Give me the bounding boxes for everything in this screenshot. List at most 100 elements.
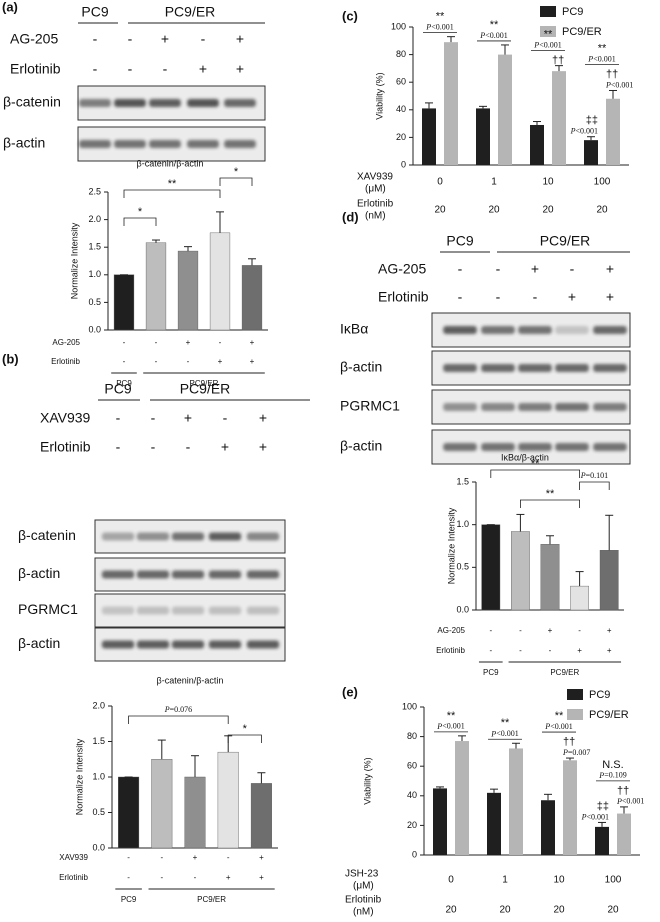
- group-label: PC9/ER: [197, 895, 226, 904]
- condition-sign: +: [221, 439, 229, 455]
- legend-label: PC9: [562, 6, 583, 18]
- condition-sign: -: [187, 357, 190, 366]
- bar: [570, 585, 589, 611]
- blot-band: [136, 640, 170, 649]
- sig-bracket: [227, 734, 262, 743]
- annotation: **: [531, 458, 540, 470]
- condition-sign: +: [607, 646, 612, 655]
- bar: [145, 242, 167, 331]
- annotation: **: [555, 710, 564, 722]
- x-tick-label: 100: [594, 177, 611, 188]
- annotation: P<0.001: [605, 80, 633, 89]
- condition-sign: -: [519, 646, 522, 655]
- x-tick-label: 10: [542, 177, 554, 188]
- condition-sign: -: [219, 338, 222, 347]
- chart-title: β-catenin/β-actin: [157, 675, 224, 685]
- condition-sign: +: [259, 853, 264, 862]
- y-tick-label: 0: [412, 849, 417, 859]
- bar: [511, 531, 530, 611]
- bar: [584, 140, 598, 165]
- condition-sign: -: [489, 646, 492, 655]
- blot-band: [101, 532, 135, 541]
- condition-label: Erlotinib: [59, 873, 88, 882]
- y-tick-label: 80: [396, 49, 406, 59]
- condition-sign: +: [193, 853, 198, 862]
- annotation: P=0.101: [580, 471, 608, 480]
- blot-band: [171, 640, 205, 649]
- condition-sign: -: [93, 61, 98, 77]
- blot-band: [187, 99, 219, 107]
- y-tick-label: 60: [396, 77, 406, 87]
- y-tick-label: 60: [407, 761, 417, 771]
- sig-bracket: [579, 481, 610, 490]
- blot-band: [79, 99, 111, 107]
- condition-sign: +: [184, 410, 192, 426]
- row-label: (nM): [353, 907, 374, 918]
- condition-label: AG-205: [437, 626, 465, 635]
- blot-band: [101, 606, 135, 615]
- band-label: PGRMC1: [340, 398, 400, 414]
- annotation: *: [243, 723, 248, 735]
- condition-sign: +: [606, 261, 614, 277]
- annotation: ††: [606, 68, 618, 80]
- condition-label: XAV939: [40, 410, 91, 426]
- sig-bracket: [128, 715, 229, 724]
- condition-sign: -: [201, 31, 206, 47]
- condition-sign: +: [250, 357, 255, 366]
- annotation: P=0.007: [562, 748, 590, 757]
- condition-sign: -: [160, 873, 163, 882]
- bar: [498, 54, 512, 165]
- band-label: β-catenin: [3, 94, 61, 110]
- annotation: ††: [617, 785, 629, 797]
- condition-sign: -: [93, 31, 98, 47]
- blot-band: [79, 140, 111, 148]
- x-tick-label: 0: [448, 875, 454, 886]
- blot-band: [171, 570, 205, 579]
- condition-sign: -: [128, 31, 133, 47]
- bar: [530, 124, 544, 165]
- group-label: PC9: [116, 379, 132, 388]
- annotation: P<0.001: [587, 54, 615, 63]
- bar: [606, 98, 620, 165]
- annotation: P<0.001: [544, 722, 572, 731]
- bar: [617, 813, 631, 855]
- condition-sign: -: [578, 626, 581, 635]
- bar: [217, 751, 239, 849]
- band-label: β-catenin: [18, 527, 76, 543]
- y-tick-label: 0.0: [88, 324, 101, 334]
- blot-band: [149, 99, 181, 107]
- condition-sign: -: [194, 873, 197, 882]
- annotation: ‡‡: [597, 800, 609, 812]
- blot-band: [136, 570, 170, 579]
- annotation: ‡‡: [586, 115, 598, 127]
- blot-band: [481, 403, 515, 411]
- annotation: P=0.076: [164, 705, 192, 714]
- bar: [595, 826, 609, 855]
- condition-sign: -: [533, 289, 538, 305]
- bar: [184, 776, 206, 849]
- blot-band: [593, 326, 627, 334]
- blot-band: [136, 606, 170, 615]
- condition-sign: -: [496, 261, 501, 277]
- annotation: **: [546, 488, 555, 500]
- condition-sign: -: [127, 853, 130, 862]
- row-value: 20: [499, 905, 511, 916]
- condition-sign: -: [163, 61, 168, 77]
- x-tick-label: 10: [553, 875, 565, 886]
- bar: [509, 748, 523, 855]
- y-tick-label: 40: [407, 790, 417, 800]
- condition-sign: -: [458, 289, 463, 305]
- blot-band: [208, 640, 242, 649]
- y-tick-label: 0.5: [88, 297, 101, 307]
- blot-band: [518, 443, 552, 451]
- band-label: PGRMC1: [18, 601, 78, 617]
- sig-bracket: [123, 189, 221, 198]
- annotation: P<0.001: [570, 127, 598, 136]
- blot-band: [555, 403, 589, 411]
- blot-header: PC9: [104, 381, 131, 397]
- condition-sign: -: [116, 410, 121, 426]
- row-label: (nM): [365, 211, 386, 222]
- condition-sign: +: [607, 626, 612, 635]
- blot-band: [593, 364, 627, 372]
- blot-band: [187, 140, 219, 148]
